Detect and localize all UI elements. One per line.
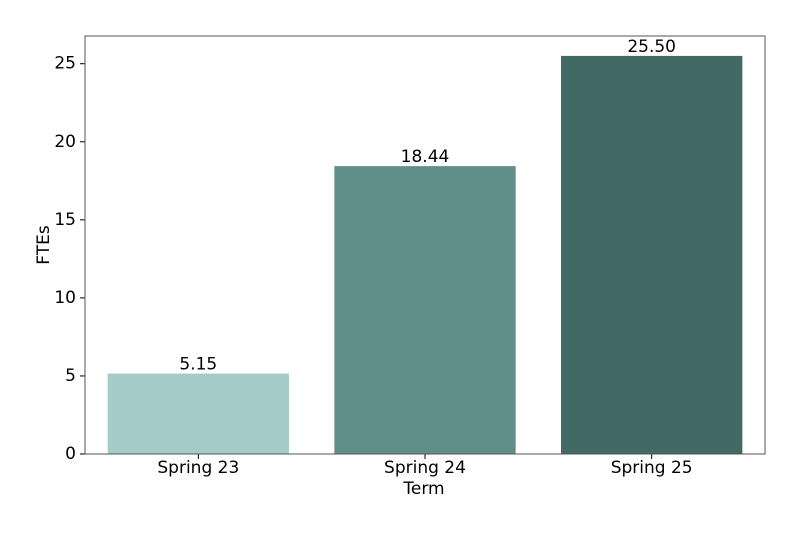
bar bbox=[107, 373, 290, 454]
bar bbox=[561, 55, 743, 455]
x-tick-label: Spring 24 bbox=[384, 458, 466, 478]
value-label: 5.15 bbox=[179, 355, 217, 375]
y-tick-label: 25 bbox=[54, 54, 76, 74]
plot-frame bbox=[84, 35, 766, 455]
x-tick-label: Spring 25 bbox=[611, 458, 693, 478]
x-axis-label: Term bbox=[402, 479, 444, 499]
y-tick-label: 10 bbox=[54, 288, 76, 308]
y-axis-label: FTEs bbox=[34, 225, 54, 265]
bar bbox=[334, 166, 516, 454]
y-tick-label: 0 bbox=[65, 444, 76, 464]
y-tick-label: 15 bbox=[54, 210, 76, 230]
y-tick-label: 20 bbox=[54, 132, 76, 152]
value-label: 25.50 bbox=[627, 37, 676, 57]
y-tick-label: 5 bbox=[65, 366, 76, 386]
value-label: 18.44 bbox=[401, 147, 450, 167]
x-tick-label: Spring 23 bbox=[157, 458, 239, 478]
